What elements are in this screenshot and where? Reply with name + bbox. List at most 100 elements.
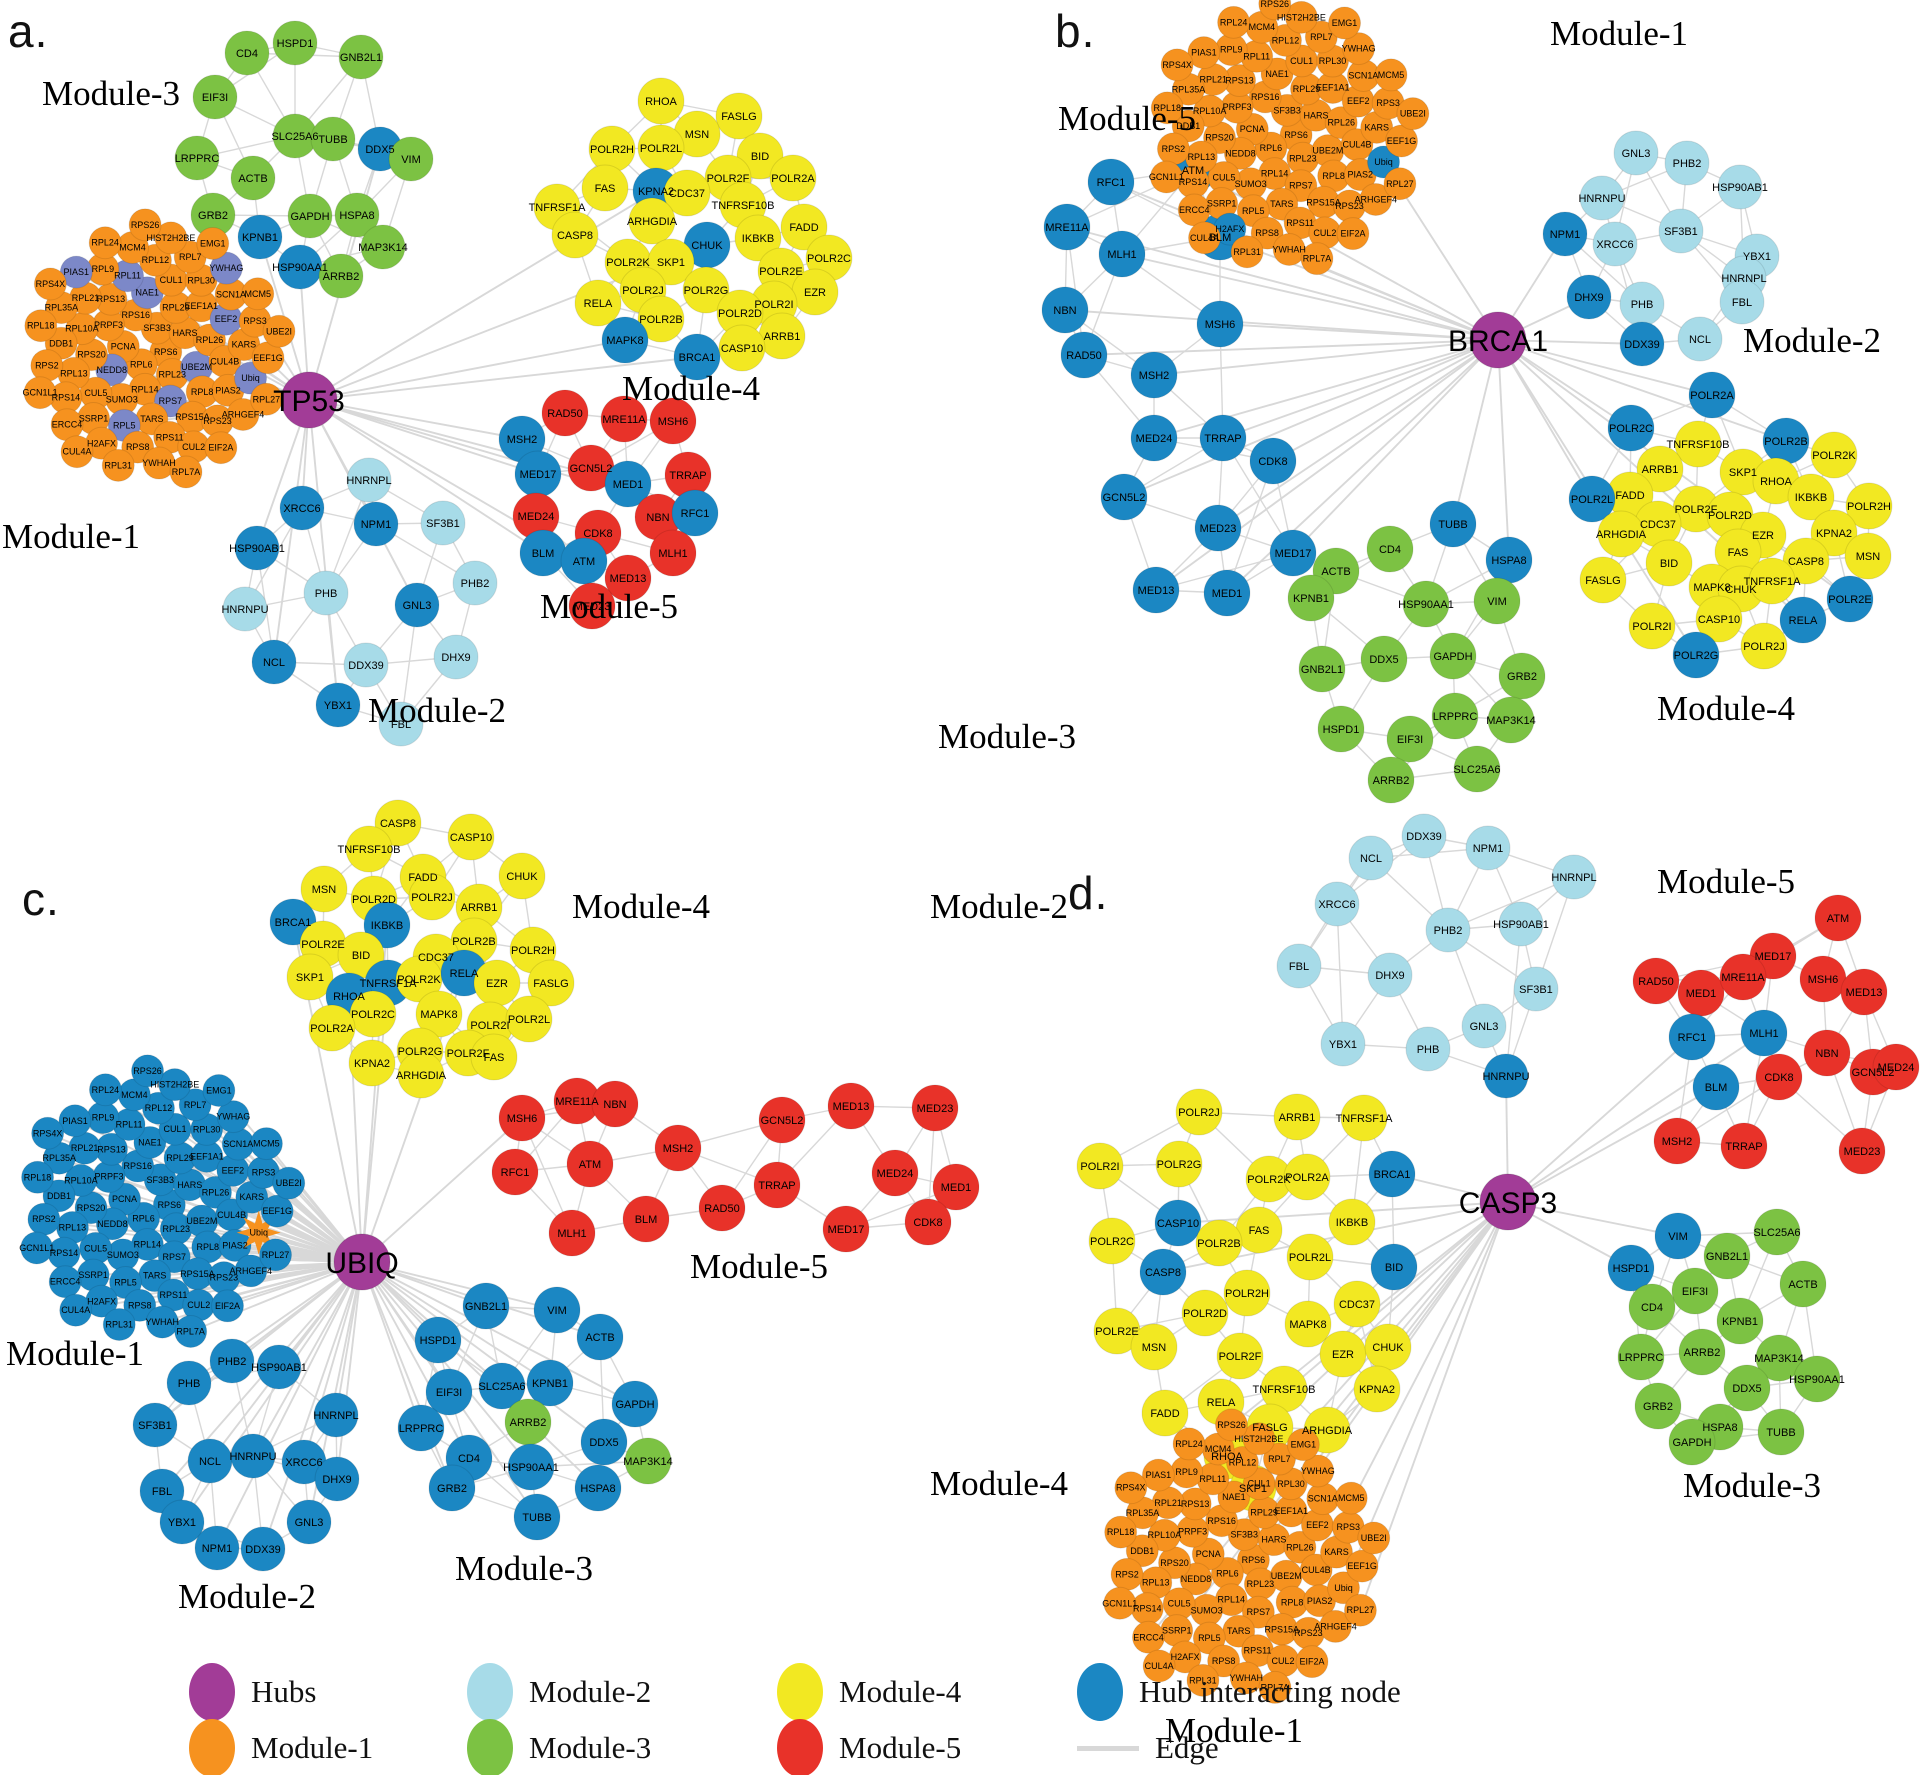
node-med13[interactable] bbox=[1840, 968, 1888, 1016]
node-arhgdia[interactable] bbox=[397, 1051, 445, 1099]
node-ywhag[interactable] bbox=[1301, 1454, 1335, 1488]
node-rpl18[interactable] bbox=[24, 309, 58, 343]
node-lrpprc[interactable] bbox=[1617, 1333, 1665, 1381]
node-tubb[interactable] bbox=[1757, 1408, 1805, 1456]
node-gnb2l1[interactable] bbox=[338, 34, 384, 80]
node-hspd1[interactable] bbox=[272, 20, 318, 66]
node-phb[interactable] bbox=[303, 570, 349, 616]
node-polr2b[interactable] bbox=[637, 295, 685, 343]
node-phb2[interactable] bbox=[452, 560, 498, 606]
node-hnrnpu[interactable] bbox=[1579, 175, 1625, 221]
node-polr2i[interactable] bbox=[1628, 602, 1676, 650]
node-ddb1[interactable] bbox=[1125, 1534, 1159, 1568]
node-ybx1[interactable] bbox=[315, 682, 361, 728]
node-hnrnpl[interactable] bbox=[313, 1392, 359, 1438]
node-blm[interactable] bbox=[1692, 1063, 1740, 1111]
node-arrb2[interactable] bbox=[1678, 1328, 1726, 1376]
node-cdc37[interactable] bbox=[663, 169, 711, 217]
node-polr2a[interactable] bbox=[1688, 371, 1736, 419]
node-ddb1[interactable] bbox=[1171, 109, 1205, 143]
node-brca1[interactable] bbox=[1368, 1150, 1416, 1198]
node-vim[interactable] bbox=[1654, 1212, 1702, 1260]
node-ywhag[interactable] bbox=[1342, 32, 1376, 66]
node-polr2d[interactable] bbox=[1181, 1289, 1229, 1337]
node-hist2h2be[interactable] bbox=[158, 1068, 192, 1102]
node-arhgef4[interactable] bbox=[226, 398, 260, 432]
node-rad50[interactable] bbox=[541, 389, 589, 437]
node-rad50[interactable] bbox=[1060, 331, 1108, 379]
node-cul4a[interactable] bbox=[59, 1293, 93, 1327]
node-rela[interactable] bbox=[574, 279, 622, 327]
node-faslg[interactable] bbox=[1579, 556, 1627, 604]
node-bid[interactable] bbox=[1645, 539, 1693, 587]
node-cdc37[interactable] bbox=[1333, 1280, 1381, 1328]
node-skp1[interactable] bbox=[286, 953, 334, 1001]
node-mlh1[interactable] bbox=[1740, 1009, 1788, 1057]
node-hsp90ab1[interactable] bbox=[1717, 164, 1763, 210]
node-sf3b1[interactable] bbox=[1658, 208, 1704, 254]
node-ikbkb[interactable] bbox=[363, 901, 411, 949]
node-cul4a[interactable] bbox=[1188, 221, 1222, 255]
node-ddb1[interactable] bbox=[42, 1179, 76, 1213]
node-rpl31[interactable] bbox=[102, 1308, 136, 1342]
node-eef1g[interactable] bbox=[1385, 124, 1419, 158]
node-cdk8[interactable] bbox=[1755, 1053, 1803, 1101]
node-vim[interactable] bbox=[1473, 577, 1521, 625]
node-trrap[interactable] bbox=[1199, 414, 1247, 462]
node-tnfrsf10b[interactable] bbox=[345, 825, 393, 873]
node-eif2a[interactable] bbox=[1295, 1645, 1329, 1679]
node-rpl26[interactable] bbox=[198, 1175, 232, 1209]
node-rps8[interactable] bbox=[1250, 216, 1284, 250]
node-rela[interactable] bbox=[1779, 596, 1827, 644]
node-mapk8[interactable] bbox=[415, 990, 463, 1038]
node-hspd1[interactable] bbox=[414, 1316, 462, 1364]
node-eef1g[interactable] bbox=[1345, 1549, 1379, 1583]
node-skp1[interactable] bbox=[647, 238, 695, 286]
node-ddx39[interactable] bbox=[1619, 321, 1665, 367]
node-rfc1[interactable] bbox=[491, 1148, 539, 1196]
node-rps7[interactable] bbox=[1241, 1595, 1275, 1629]
node-cd4[interactable] bbox=[1628, 1283, 1676, 1331]
node-eif3i[interactable] bbox=[1386, 715, 1434, 763]
node-fadd[interactable] bbox=[1141, 1389, 1189, 1437]
node-dhx9[interactable] bbox=[1367, 952, 1413, 998]
node-hsp90ab1[interactable] bbox=[256, 1344, 302, 1390]
node-ubiq[interactable] bbox=[1366, 145, 1400, 179]
node-kpnb1[interactable] bbox=[526, 1359, 574, 1407]
node-msh2[interactable] bbox=[1653, 1117, 1701, 1165]
node-rpl31[interactable] bbox=[1230, 235, 1264, 269]
node-med1[interactable] bbox=[604, 460, 652, 508]
node-rps4x[interactable] bbox=[31, 1116, 65, 1150]
node-fas[interactable] bbox=[581, 164, 629, 212]
node-fbl[interactable] bbox=[378, 701, 424, 747]
node-map3k14[interactable] bbox=[624, 1437, 672, 1485]
node-pias1[interactable] bbox=[1141, 1458, 1175, 1492]
node-polr2k[interactable] bbox=[1810, 431, 1858, 479]
node-ube2i[interactable] bbox=[262, 314, 296, 348]
node-gcn5l2[interactable] bbox=[1100, 473, 1148, 521]
node-phb[interactable] bbox=[166, 1360, 212, 1406]
node-gcn1l1[interactable] bbox=[23, 376, 57, 410]
node-npm1[interactable] bbox=[353, 501, 399, 547]
node-arrb2[interactable] bbox=[1367, 756, 1415, 804]
node-mcm5[interactable] bbox=[241, 277, 275, 311]
node-lrpprc[interactable] bbox=[397, 1404, 445, 1452]
node-hnrnpu[interactable] bbox=[1483, 1053, 1529, 1099]
node-pias1[interactable] bbox=[1187, 36, 1221, 70]
node-med13[interactable] bbox=[1132, 566, 1180, 614]
node-rpl7a[interactable] bbox=[1258, 1670, 1292, 1704]
node-ezr[interactable] bbox=[1319, 1330, 1367, 1378]
node-rpl18[interactable] bbox=[21, 1160, 55, 1194]
node-msh6[interactable] bbox=[649, 397, 697, 445]
hub-node-brca1[interactable] bbox=[1469, 311, 1527, 369]
node-hist2h2be[interactable] bbox=[1284, 0, 1318, 34]
node-hist2h2be[interactable] bbox=[1242, 1422, 1276, 1456]
node-casp10[interactable] bbox=[447, 813, 495, 861]
node-phb[interactable] bbox=[1405, 1026, 1451, 1072]
node-gnl3[interactable] bbox=[1461, 1003, 1507, 1049]
node-kpnb1[interactable] bbox=[1287, 574, 1335, 622]
node-casp8[interactable] bbox=[1139, 1248, 1187, 1296]
node-vim[interactable] bbox=[533, 1286, 581, 1334]
node-eef1g[interactable] bbox=[260, 1194, 294, 1228]
node-polr2g[interactable] bbox=[1672, 631, 1720, 679]
